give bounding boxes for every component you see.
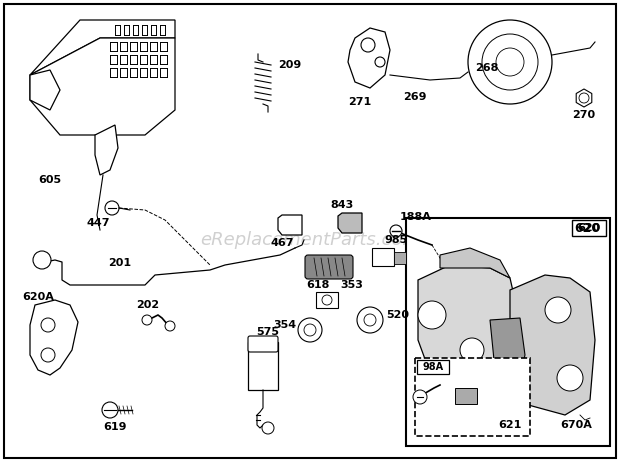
FancyBboxPatch shape — [305, 255, 353, 279]
Circle shape — [304, 324, 316, 336]
Polygon shape — [30, 38, 175, 135]
Text: 353: 353 — [340, 280, 363, 290]
Text: 201: 201 — [108, 258, 131, 268]
Circle shape — [557, 365, 583, 391]
Bar — [502, 400, 527, 416]
Bar — [372, 248, 394, 266]
Polygon shape — [576, 89, 592, 107]
Polygon shape — [30, 70, 60, 110]
Polygon shape — [338, 213, 362, 233]
Text: 620A: 620A — [22, 292, 54, 302]
Text: 843: 843 — [330, 200, 353, 210]
Circle shape — [364, 314, 376, 326]
Text: 985: 985 — [384, 235, 407, 245]
Circle shape — [375, 57, 385, 67]
Text: 621: 621 — [498, 420, 521, 430]
Bar — [455, 388, 477, 404]
Text: 670A: 670A — [560, 420, 592, 430]
Text: 209: 209 — [278, 60, 301, 70]
Circle shape — [460, 338, 484, 362]
Polygon shape — [440, 248, 510, 278]
Bar — [415, 358, 530, 436]
Bar — [248, 342, 278, 390]
Polygon shape — [30, 20, 175, 75]
Text: 575: 575 — [257, 327, 280, 337]
Polygon shape — [30, 300, 78, 375]
Text: 354: 354 — [273, 320, 296, 330]
Text: 605: 605 — [38, 175, 61, 185]
Text: 202: 202 — [136, 300, 159, 310]
Text: 447: 447 — [86, 218, 110, 228]
Circle shape — [390, 225, 402, 237]
Circle shape — [41, 348, 55, 362]
Circle shape — [482, 34, 538, 90]
Polygon shape — [510, 275, 595, 415]
Polygon shape — [278, 215, 302, 235]
Circle shape — [413, 390, 427, 404]
Polygon shape — [95, 125, 118, 175]
Circle shape — [298, 318, 322, 342]
Bar — [406, 218, 610, 446]
Text: eReplacementParts.com: eReplacementParts.com — [200, 231, 420, 249]
Text: 620: 620 — [574, 222, 600, 235]
Circle shape — [33, 251, 51, 269]
Circle shape — [579, 93, 589, 103]
Circle shape — [357, 307, 383, 333]
Bar — [394, 252, 406, 264]
Text: 268: 268 — [476, 63, 498, 73]
Circle shape — [545, 297, 571, 323]
Polygon shape — [348, 28, 390, 88]
Circle shape — [262, 422, 274, 434]
Bar — [316, 292, 338, 308]
Text: 98A: 98A — [422, 362, 443, 372]
Polygon shape — [490, 318, 525, 375]
Text: 271: 271 — [348, 97, 371, 107]
Circle shape — [41, 318, 55, 332]
Circle shape — [361, 38, 375, 52]
Circle shape — [418, 301, 446, 329]
Polygon shape — [418, 265, 515, 408]
Circle shape — [102, 402, 118, 418]
Text: 620: 620 — [577, 223, 601, 233]
Bar — [417, 360, 449, 374]
FancyBboxPatch shape — [248, 336, 278, 352]
Text: 269: 269 — [403, 92, 427, 102]
Circle shape — [496, 48, 524, 76]
Text: 619: 619 — [104, 422, 126, 432]
Circle shape — [105, 201, 119, 215]
Text: 188A: 188A — [400, 212, 432, 222]
Circle shape — [468, 20, 552, 104]
Bar — [572, 220, 606, 236]
Circle shape — [142, 315, 152, 325]
Text: 467: 467 — [270, 238, 294, 248]
Text: 270: 270 — [572, 110, 596, 120]
Circle shape — [418, 361, 446, 389]
Circle shape — [322, 295, 332, 305]
Text: 618: 618 — [306, 280, 330, 290]
Circle shape — [165, 321, 175, 331]
Text: 520: 520 — [386, 310, 409, 320]
